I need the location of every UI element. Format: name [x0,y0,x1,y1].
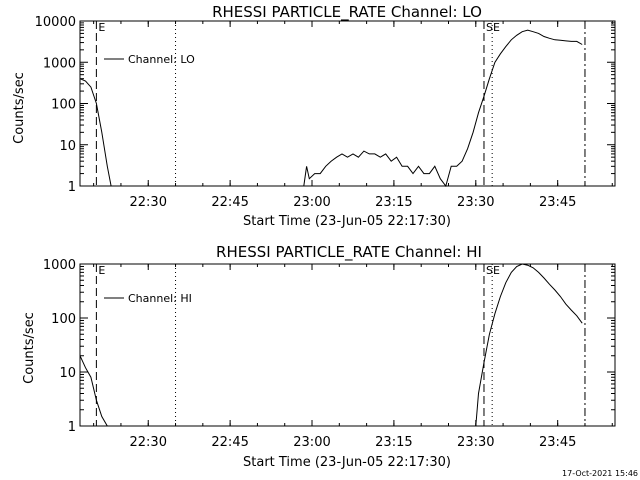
x-tick-label: 23:15 [375,435,412,450]
series-line [303,29,583,188]
y-tick-label: 10 [59,139,76,154]
x-tick-label: 23:15 [375,195,412,210]
y-tick-label: 1 [68,420,76,435]
x-tick-label: 23:45 [539,195,576,210]
legend-label: Channel: LO [128,53,195,66]
plot-frame [79,20,616,187]
tick-layer: 22:30 22:45 23:00 23:15 23:30 23:45 1 10 100 1000… [35,15,615,210]
y-tick-label: 1000 [43,258,76,273]
y-tick-label: 100 [51,312,76,327]
x-axis-label: Start Time (23-Jun-05 22:17:30) [243,455,451,470]
x-tick-label: 22:45 [211,195,248,210]
marker-layer: E SE [95,21,586,186]
y-axis-label: Counts/sec [12,72,27,144]
marker-layer: E SE [95,264,586,426]
marker-label: E [98,264,105,277]
series-line [79,355,108,427]
x-tick-label: 22:45 [211,435,248,450]
tick-layer: 22:30 22:45 23:00 23:15 23:30 23:45 1 10 100 1000 [43,258,615,450]
panel-lo: RHESSI PARTICLE_RATE Channel: LO E SE 22:… [12,3,616,229]
y-tick-label: 10000 [35,15,76,30]
y-axis-label: Counts/sec [22,312,37,384]
panel-hi: RHESSI PARTICLE_RATE Channel: HI E SE 22:… [22,243,616,470]
series-layer [79,263,583,427]
x-tick-label: 23:45 [539,435,576,450]
series-layer [79,29,583,188]
series-line [475,263,583,427]
x-axis-label: Start Time (23-Jun-05 22:17:30) [243,214,451,229]
marker-label: SE [486,21,500,34]
marker-label: E [98,21,105,34]
series-line [79,78,112,187]
x-tick-label: 23:00 [293,195,330,210]
plot-frame [79,263,616,427]
y-tick-label: 1 [68,180,76,195]
x-tick-label: 22:30 [130,195,167,210]
x-tick-label: 23:30 [457,195,494,210]
chart-title: RHESSI PARTICLE_RATE Channel: HI [216,243,482,262]
chart-title: RHESSI PARTICLE_RATE Channel: LO [212,3,482,22]
footer-stamp: 17-Oct-2021 15:46 [562,469,638,478]
x-tick-label: 23:00 [293,435,330,450]
y-tick-label: 100 [51,98,76,113]
y-tick-label: 10 [59,366,76,381]
y-tick-label: 1000 [43,56,76,71]
x-tick-label: 22:30 [130,435,167,450]
x-tick-label: 23:30 [457,435,494,450]
legend-label: Channel: HI [128,292,192,305]
marker-label: SE [486,264,500,277]
